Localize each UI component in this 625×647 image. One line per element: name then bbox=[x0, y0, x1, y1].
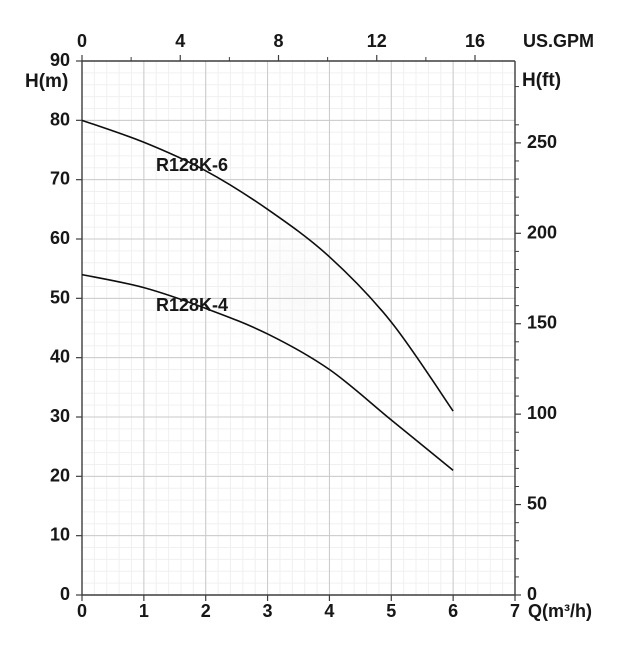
svg-text:250: 250 bbox=[527, 132, 557, 152]
svg-text:0: 0 bbox=[527, 584, 537, 604]
svg-text:8: 8 bbox=[273, 31, 283, 51]
svg-text:US.GPM: US.GPM bbox=[523, 31, 594, 51]
svg-text:6: 6 bbox=[448, 601, 458, 621]
svg-text:2: 2 bbox=[201, 601, 211, 621]
svg-text:0: 0 bbox=[60, 584, 70, 604]
svg-text:7: 7 bbox=[510, 601, 520, 621]
svg-text:150: 150 bbox=[527, 313, 557, 333]
svg-text:200: 200 bbox=[527, 222, 557, 242]
svg-text:10: 10 bbox=[50, 525, 70, 545]
svg-text:40: 40 bbox=[50, 347, 70, 367]
svg-text:50: 50 bbox=[50, 287, 70, 307]
svg-text:20: 20 bbox=[50, 465, 70, 485]
svg-text:4: 4 bbox=[175, 31, 185, 51]
svg-text:16: 16 bbox=[465, 31, 485, 51]
svg-text:H(m): H(m) bbox=[25, 71, 68, 92]
svg-text:R128K-4: R128K-4 bbox=[156, 295, 228, 315]
svg-text:60: 60 bbox=[50, 228, 70, 248]
svg-text:12: 12 bbox=[367, 31, 387, 51]
svg-text:R128K-6: R128K-6 bbox=[156, 155, 228, 175]
svg-text:H(ft): H(ft) bbox=[522, 70, 561, 91]
svg-text:Q(m³/h): Q(m³/h) bbox=[528, 601, 592, 621]
svg-text:4: 4 bbox=[324, 601, 334, 621]
svg-text:5: 5 bbox=[386, 601, 396, 621]
svg-text:1: 1 bbox=[139, 601, 149, 621]
svg-text:50: 50 bbox=[527, 494, 547, 514]
svg-text:90: 90 bbox=[50, 50, 70, 70]
svg-text:0: 0 bbox=[77, 601, 87, 621]
svg-text:30: 30 bbox=[50, 406, 70, 426]
svg-text:0: 0 bbox=[77, 31, 87, 51]
svg-text:100: 100 bbox=[527, 403, 557, 423]
svg-text:3: 3 bbox=[263, 601, 273, 621]
svg-text:70: 70 bbox=[50, 169, 70, 189]
svg-text:80: 80 bbox=[50, 109, 70, 129]
